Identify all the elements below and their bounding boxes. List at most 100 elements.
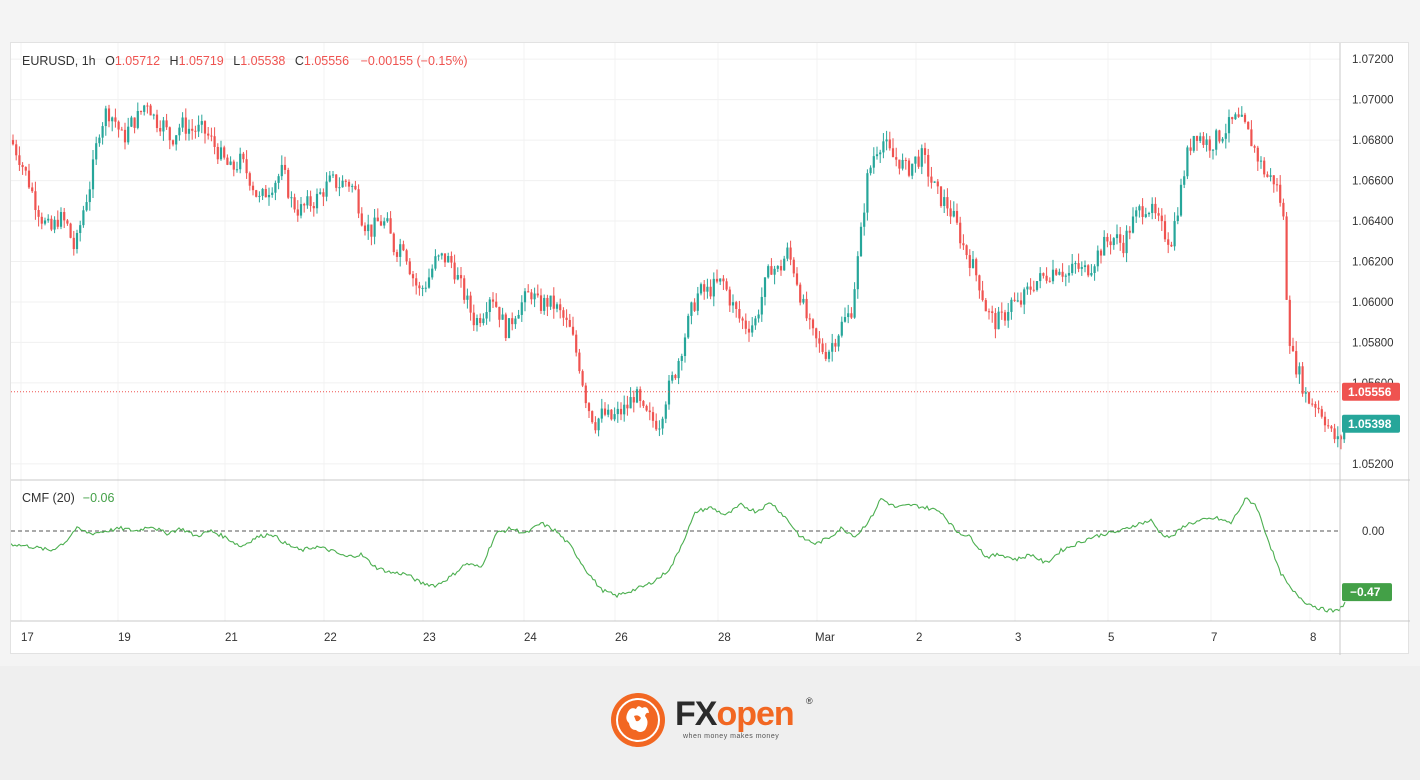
candle-down[interactable]	[1122, 242, 1125, 254]
candle-up[interactable]	[1067, 273, 1071, 276]
candle-up[interactable]	[1138, 206, 1141, 211]
candle-down[interactable]	[114, 117, 117, 122]
candle-down[interactable]	[335, 174, 338, 188]
candle-down[interactable]	[725, 281, 728, 290]
candle-up[interactable]	[802, 298, 805, 303]
candle-down[interactable]	[232, 161, 235, 170]
candle-up[interactable]	[827, 351, 831, 359]
candle-up[interactable]	[431, 268, 434, 278]
candle-down[interactable]	[459, 275, 463, 279]
candle-down[interactable]	[575, 334, 578, 353]
candle-up[interactable]	[1186, 147, 1189, 177]
candle-up[interactable]	[514, 318, 517, 325]
candle-down[interactable]	[184, 117, 187, 134]
candle-down[interactable]	[405, 250, 408, 262]
candle-down[interactable]	[31, 187, 34, 192]
candle-up[interactable]	[869, 167, 872, 174]
candle-down[interactable]	[610, 409, 613, 420]
candle-down[interactable]	[223, 147, 226, 158]
candle-down[interactable]	[511, 318, 514, 325]
candle-up[interactable]	[555, 304, 559, 309]
candle-up[interactable]	[914, 156, 917, 164]
candle-up[interactable]	[162, 120, 165, 132]
candle-down[interactable]	[1243, 114, 1247, 122]
candle-down[interactable]	[191, 128, 194, 131]
candle-down[interactable]	[1202, 136, 1205, 145]
candle-up[interactable]	[437, 255, 440, 257]
candle-down[interactable]	[242, 153, 245, 160]
candle-down[interactable]	[66, 220, 69, 224]
candle-down[interactable]	[149, 105, 152, 116]
candle-up[interactable]	[181, 117, 184, 128]
candle-down[interactable]	[1247, 121, 1250, 130]
candle-down[interactable]	[69, 223, 72, 238]
candle-down[interactable]	[168, 127, 171, 141]
candle-up[interactable]	[661, 418, 664, 429]
candle-down[interactable]	[811, 319, 815, 329]
candle-down[interactable]	[1291, 345, 1295, 352]
candle-up[interactable]	[456, 275, 459, 280]
candle-down[interactable]	[1042, 273, 1045, 276]
candle-up[interactable]	[696, 293, 699, 311]
candle-up[interactable]	[1115, 234, 1119, 239]
candle-up[interactable]	[1058, 271, 1061, 275]
candle-down[interactable]	[1323, 416, 1327, 426]
candle-down[interactable]	[818, 338, 821, 344]
candle-down[interactable]	[603, 408, 607, 415]
candle-down[interactable]	[248, 173, 251, 186]
candle-up[interactable]	[1016, 300, 1019, 302]
candle-up[interactable]	[440, 253, 443, 256]
candle-up[interactable]	[671, 375, 674, 381]
candle-down[interactable]	[552, 295, 555, 309]
candle-up[interactable]	[239, 153, 242, 170]
candle-down[interactable]	[1275, 184, 1279, 186]
candle-up[interactable]	[1192, 135, 1195, 151]
candle-down[interactable]	[347, 181, 351, 187]
candle-down[interactable]	[309, 196, 312, 207]
candle-up[interactable]	[731, 302, 735, 306]
candle-down[interactable]	[1231, 117, 1234, 120]
candle-down[interactable]	[591, 411, 594, 423]
candle-down[interactable]	[203, 121, 207, 134]
candle-up[interactable]	[351, 185, 354, 187]
candle-down[interactable]	[1339, 436, 1343, 440]
candle-down[interactable]	[795, 273, 799, 285]
candle-up[interactable]	[616, 408, 619, 415]
candle-down[interactable]	[1157, 213, 1160, 216]
candle-up[interactable]	[952, 210, 955, 217]
candle-down[interactable]	[117, 121, 120, 130]
candle-down[interactable]	[639, 389, 642, 401]
candle-down[interactable]	[1019, 300, 1023, 305]
candle-down[interactable]	[395, 252, 399, 257]
candle-down[interactable]	[1288, 299, 1291, 346]
candle-up[interactable]	[1199, 136, 1202, 141]
candle-up[interactable]	[424, 287, 427, 289]
candle-down[interactable]	[1250, 129, 1253, 147]
candle-down[interactable]	[693, 302, 696, 311]
candle-up[interactable]	[763, 277, 767, 297]
candle-down[interactable]	[1141, 206, 1144, 217]
candle-down[interactable]	[207, 133, 210, 136]
candle-up[interactable]	[485, 312, 488, 319]
candle-up[interactable]	[1224, 133, 1227, 139]
candle-down[interactable]	[571, 326, 575, 335]
candle-down[interactable]	[216, 146, 219, 160]
candle-up[interactable]	[501, 314, 504, 320]
candle-up[interactable]	[667, 380, 671, 405]
candle-up[interactable]	[872, 156, 875, 168]
candle-up[interactable]	[1083, 265, 1087, 268]
candle-down[interactable]	[738, 308, 741, 319]
candle-up[interactable]	[677, 360, 680, 379]
candle-up[interactable]	[875, 154, 879, 157]
candle-up[interactable]	[1234, 114, 1237, 120]
candle-up[interactable]	[280, 164, 283, 177]
candle-up[interactable]	[751, 325, 754, 333]
candle-down[interactable]	[955, 210, 959, 223]
candle-up[interactable]	[843, 317, 847, 322]
candle-up[interactable]	[98, 137, 101, 144]
candle-down[interactable]	[1333, 428, 1336, 440]
candle-up[interactable]	[367, 224, 370, 232]
candle-up[interactable]	[853, 289, 856, 318]
candle-down[interactable]	[1218, 130, 1221, 142]
candle-up[interactable]	[683, 337, 687, 357]
